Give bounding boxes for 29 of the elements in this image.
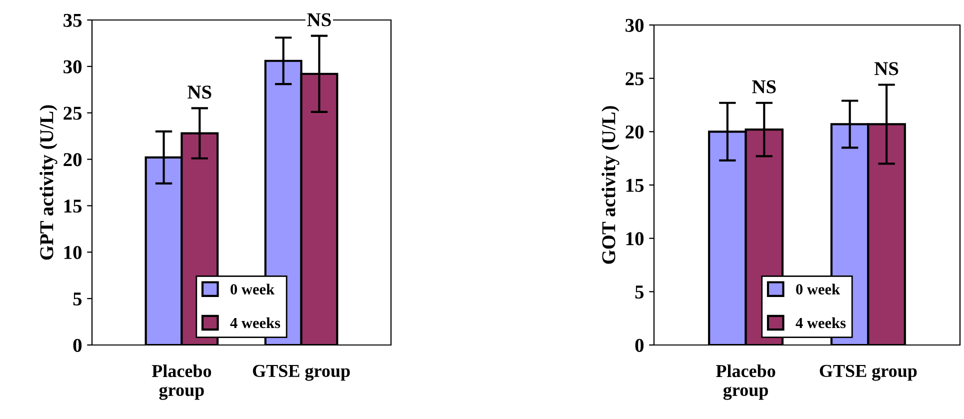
annotation: NS <box>752 80 776 94</box>
x-tick-label: Placebo group <box>716 364 776 400</box>
x-tick-label: GTSE group <box>252 364 350 381</box>
annotation: NS <box>188 86 212 99</box>
y-tick-label: 20 <box>626 125 644 139</box>
legend-label: 0 week <box>230 284 275 294</box>
y-tick-label: 0 <box>635 338 644 352</box>
y-tick-label: 10 <box>64 246 82 260</box>
y-tick-label: 5 <box>73 292 82 306</box>
annotation: NS <box>307 13 331 26</box>
legend-label: 4 weeks <box>796 317 846 328</box>
y-tick-label: 25 <box>64 106 82 120</box>
y-tick-label: 5 <box>635 286 644 299</box>
x-tick-label: GTSE group <box>820 364 917 381</box>
y-tick-label: 35 <box>64 14 82 27</box>
y-tick-label: 10 <box>626 232 644 246</box>
y-tick-label: 15 <box>64 200 82 213</box>
y-tick-label: 30 <box>64 60 82 74</box>
annotation: NS <box>874 62 898 76</box>
legend-label: 4 weeks <box>230 317 280 328</box>
y-tick-label: 15 <box>626 178 644 192</box>
x-tick-label: Placebo group <box>152 364 212 400</box>
y-axis-title: GPT activity (U/L) <box>40 105 58 260</box>
y-tick-label: 30 <box>626 18 644 32</box>
y-tick-label: 0 <box>73 338 82 352</box>
legend-label: 0 week <box>796 284 840 294</box>
y-tick-label: 25 <box>626 72 644 86</box>
y-axis-title: GOT activity (U/L) <box>602 106 620 264</box>
y-tick-label: 20 <box>64 153 82 166</box>
